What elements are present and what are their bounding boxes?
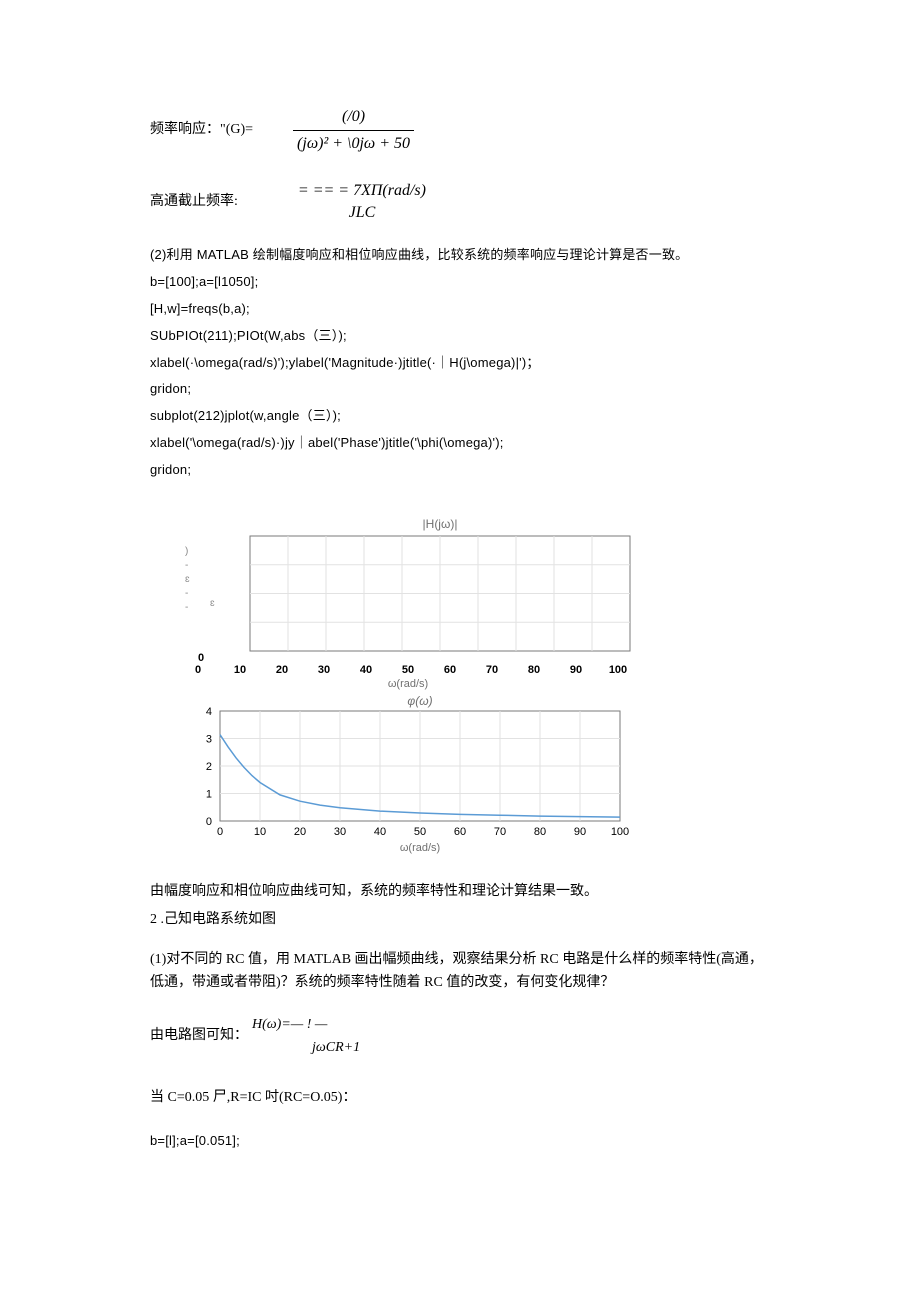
svg-text:3: 3 [206,733,212,745]
code-line: b=[l];a=[0.051]; [150,1131,770,1152]
svg-text:50: 50 [414,826,426,838]
document-page: 频率响应："(G)= (/0) (jω)² + \0jω + 50 高通截止频率… [0,0,920,1301]
code-block-1: b=[100];a=[l1050]; [H,w]=freqs(b,a); SUb… [150,272,770,480]
eq1-fraction: (/0) (jω)² + \0jω + 50 [293,104,414,156]
svg-text:ω(rad/s): ω(rad/s) [388,678,428,690]
svg-text:4: 4 [206,706,212,718]
eq2-label: 高通截止频率: [150,191,238,213]
svg-text:2: 2 [206,761,212,773]
svg-text:80: 80 [534,826,546,838]
svg-text:10: 10 [234,664,246,676]
svg-text:1: 1 [206,788,212,800]
equation-cutoff-freq: 高通截止频率: = == = 7XΠ(rad/s) JLC [150,178,770,225]
svg-text:100: 100 [609,664,627,676]
svg-text:70: 70 [486,664,498,676]
code-line: subplot(212)jplot(w,angle（三）); [150,406,770,427]
svg-text:ɛ: ɛ [210,598,215,609]
svg-text:0: 0 [195,664,201,676]
charts-container: |H(jω)|00102030405060708090100)-ɛ--ɛω(ra… [150,511,770,871]
svg-text:-: - [185,588,188,599]
eq3-den: jωCR+1 [312,1040,360,1055]
svg-text:-: - [185,560,188,571]
equation-transfer-function: 由电路图可知： H(ω)=— ! — jωCR+1 [150,1014,770,1059]
svg-text:|H(jω)|: |H(jω)| [423,517,458,531]
paragraph-matlab-intro: (2)利用 MATLAB 绘制幅度响应和相位响应曲线，比较系统的频率响应与理论计… [150,245,770,266]
svg-text:10: 10 [254,826,266,838]
paragraph-rc-value: 当 C=0.05 尸,R=IC 吋(RC=O.05)： [150,1087,770,1109]
eq3-prefix: 由电路图可知： [150,1025,248,1047]
svg-text:20: 20 [276,664,288,676]
svg-text:50: 50 [402,664,414,676]
svg-text:30: 30 [334,826,346,838]
paragraph-problem-2: 2 .己知电路系统如图 [150,909,770,931]
svg-text:100: 100 [611,826,629,838]
eq1-numerator: (/0) [293,104,414,131]
svg-text:90: 90 [570,664,582,676]
svg-text:φ(ω): φ(ω) [407,694,432,708]
svg-text:30: 30 [318,664,330,676]
svg-text:40: 40 [360,664,372,676]
svg-text:): ) [185,546,188,557]
svg-text:60: 60 [454,826,466,838]
code-block-2: b=[l];a=[0.051]; [150,1131,770,1152]
code-line: gridon; [150,460,770,481]
code-line: SUbPIOt(211);PIOt(W,abs（三）); [150,326,770,347]
paragraph-conclusion: 由幅度响应和相位响应曲线可知，系统的频率特性和理论计算结果一致。 [150,881,770,903]
svg-text:40: 40 [374,826,386,838]
svg-text:0: 0 [217,826,223,838]
svg-text:60: 60 [444,664,456,676]
svg-text:-: - [185,602,188,613]
eq2-fraction: = == = 7XΠ(rad/s) JLC [298,178,426,225]
code-line: b=[100];a=[l1050]; [150,272,770,293]
code-line: xlabel(·\omega(rad/s)');ylabel('Magnitud… [150,353,770,374]
svg-text:0: 0 [198,652,204,664]
paragraph-rc-question: (1)对不同的 RC 值，用 MATLAB 画出幅频曲线，观察结果分析 RC 电… [150,949,770,994]
svg-text:90: 90 [574,826,586,838]
code-line: gridon; [150,379,770,400]
svg-text:20: 20 [294,826,306,838]
code-line: [H,w]=freqs(b,a); [150,299,770,320]
svg-text:80: 80 [528,664,540,676]
svg-text:ω(rad/s): ω(rad/s) [400,842,440,854]
svg-text:70: 70 [494,826,506,838]
charts-svg: |H(jω)|00102030405060708090100)-ɛ--ɛω(ra… [150,511,770,871]
eq1-label: 频率响应："(G)= [150,119,253,141]
eq1-denominator: (jω)² + \0jω + 50 [293,131,414,157]
svg-text:ɛ: ɛ [185,574,190,585]
code-line: xlabel('\omega(rad/s)·)jy｜abel('Phase')j… [150,433,770,454]
equation-frequency-response: 频率响应："(G)= (/0) (jω)² + \0jω + 50 [150,104,770,156]
svg-text:0: 0 [206,816,212,828]
eq3-lhs: H(ω)=— ! — [252,1017,327,1032]
